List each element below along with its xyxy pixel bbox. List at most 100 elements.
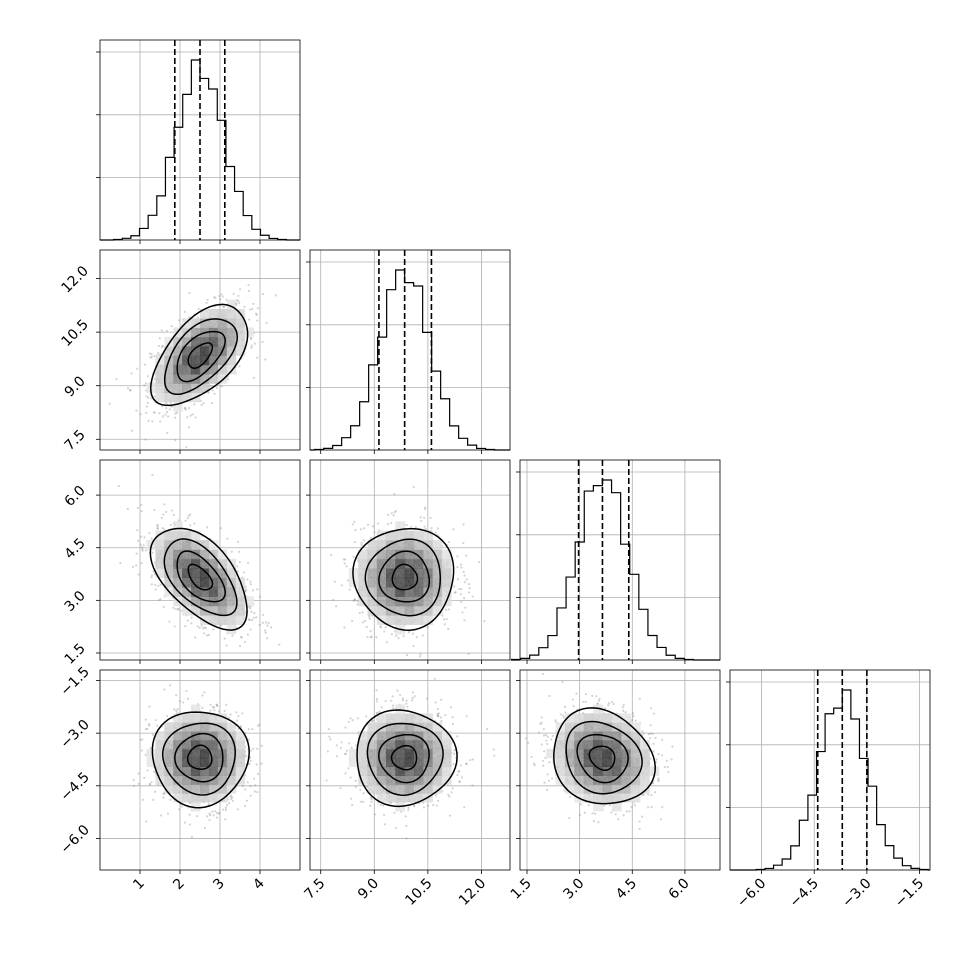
scatter-point [356, 603, 359, 606]
density-cell [226, 355, 237, 366]
density-cell [164, 540, 174, 550]
scatter-point [237, 299, 240, 302]
density-cell [164, 549, 174, 560]
scatter-point [371, 525, 375, 528]
density-cell [208, 327, 219, 338]
density-cell [173, 549, 183, 560]
scatter-point [252, 376, 256, 380]
scatter-point [175, 709, 178, 712]
density-cell [200, 364, 210, 375]
density-cell [217, 327, 228, 338]
scatter-point [430, 527, 433, 530]
contour-line [151, 711, 250, 809]
density-cell [235, 731, 246, 741]
density-cell [155, 383, 165, 393]
scatter-point [250, 610, 253, 614]
scatter-point [211, 810, 214, 813]
scatter-point [412, 645, 415, 648]
scatter-point [465, 578, 468, 581]
scatter-point [184, 408, 187, 411]
scatter-point [161, 527, 164, 530]
scatter-point [463, 574, 466, 577]
scatter-point [141, 548, 144, 551]
scatter-point [158, 337, 161, 340]
scatter-point [176, 711, 179, 714]
scatter-point [130, 372, 133, 375]
scatter-point [148, 724, 151, 727]
scatter-point [247, 728, 250, 731]
scatter-point [362, 539, 366, 542]
scatter-point [249, 749, 252, 752]
scatter-point [434, 531, 437, 534]
density-cell [155, 766, 165, 776]
density-cell [413, 530, 424, 541]
panel-frame [99, 39, 301, 241]
scatter-point [249, 583, 252, 586]
scatter-point [153, 411, 156, 414]
density-cell [208, 722, 219, 732]
density-cell [200, 568, 210, 579]
scatter-point [410, 526, 413, 529]
scatter-point [180, 609, 183, 612]
scatter-point [131, 565, 135, 568]
density-cell [200, 586, 210, 597]
density-cell [200, 748, 210, 759]
scatter-point [141, 798, 145, 801]
panel-content [100, 460, 300, 660]
scatter-point [483, 620, 486, 623]
scatter-point [193, 522, 196, 525]
scatter-point [392, 514, 395, 517]
density-cell [200, 577, 210, 588]
contour-line [352, 528, 455, 631]
density-cell [164, 757, 174, 768]
scatter-point [353, 520, 356, 523]
scatter-point [174, 607, 177, 611]
scatter-point [203, 691, 206, 694]
scatter-point [359, 528, 363, 531]
density-cell [191, 318, 201, 328]
scatter-point [145, 820, 148, 823]
scatter-point [375, 636, 378, 639]
density-cell [191, 757, 201, 768]
scatter-point [252, 302, 255, 305]
density-cell [182, 739, 192, 750]
scatter-point [252, 777, 256, 780]
density-cell [235, 327, 246, 338]
density-cell [200, 775, 210, 785]
density-cell [164, 766, 174, 776]
scatter-point [468, 587, 471, 590]
density-cell [226, 748, 237, 759]
density-cell [386, 596, 396, 607]
scatter-point [135, 564, 138, 567]
density-cell [155, 392, 165, 403]
scatter-panel-3-0 [96, 669, 301, 874]
density-cell [413, 540, 424, 550]
scatter-point [231, 796, 234, 799]
scatter-point [186, 416, 189, 419]
density-cell [173, 748, 183, 759]
scatter-panel-3-1 [306, 669, 511, 874]
scatter-point [137, 782, 140, 785]
density-cell [164, 383, 174, 393]
scatter-point [214, 296, 217, 299]
density-cell [367, 596, 378, 607]
scatter-point [247, 738, 250, 741]
density-cell [376, 605, 387, 616]
scatter-point [248, 308, 252, 311]
density-cell [226, 336, 237, 347]
scatter-point [235, 719, 239, 722]
scatter-point [140, 749, 144, 752]
scatter-point [158, 353, 161, 356]
scatter-point [150, 537, 153, 540]
scatter-point [243, 305, 246, 308]
density-cell [244, 327, 254, 338]
scatter-point [223, 637, 226, 640]
contour-line [176, 330, 226, 383]
scatter-point [156, 526, 159, 530]
scatter-point [152, 798, 155, 801]
scatter-point [150, 781, 153, 784]
density-cell [182, 577, 192, 588]
density-cell [235, 596, 246, 607]
scatter-point [117, 485, 120, 488]
scatter-point [187, 426, 191, 429]
